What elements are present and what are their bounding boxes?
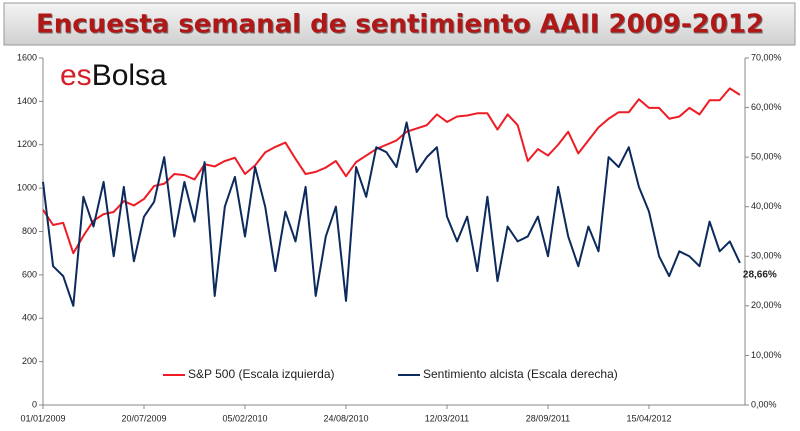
- y-tick-label: 400: [22, 313, 37, 323]
- y2-tick-label: 20,00%: [751, 300, 782, 310]
- y-tick-label: 1600: [17, 52, 37, 62]
- y-tick-label: 800: [22, 226, 37, 236]
- y-tick-label: 0: [32, 399, 37, 409]
- y-tick-label: 1000: [17, 183, 37, 193]
- logo: esBolsa: [60, 59, 167, 92]
- series-line: [42, 121, 741, 307]
- y2-tick-label: 40,00%: [751, 201, 782, 211]
- x-tick-label: 15/04/2012: [626, 413, 671, 423]
- x-tick-label: 12/03/2011: [425, 413, 469, 423]
- legend-label: S&P 500 (Escala izquierda): [188, 367, 335, 381]
- logo-prefix: es: [60, 59, 92, 92]
- y2-tick-label: 50,00%: [751, 152, 782, 162]
- legend-label: Sentimiento alcista (Escala derecha): [423, 367, 618, 381]
- chart-title: Encuesta semanal de sentimiento AAII 200…: [36, 10, 764, 40]
- y2-tick-label: 30,00%: [751, 251, 782, 261]
- y2-tick-label: 70,00%: [751, 52, 782, 62]
- x-tick-label: 05/02/2010: [222, 413, 267, 423]
- title-banner: [3, 2, 796, 46]
- y-tick-label: 1200: [17, 139, 37, 149]
- x-tick-label: 24/08/2010: [323, 413, 368, 423]
- y-tick-label: 200: [22, 356, 37, 366]
- y-tick-label: 1400: [17, 96, 37, 106]
- value-label: 28,66%: [743, 270, 777, 281]
- series-line: [42, 87, 741, 255]
- y-tick-label: 600: [22, 269, 37, 279]
- logo-name: Bolsa: [92, 59, 167, 92]
- x-tick-label: 28/09/2011: [526, 413, 570, 423]
- x-tick-label: 20/07/2009: [121, 413, 166, 423]
- x-tick-label: 01/01/2009: [20, 413, 65, 423]
- y2-tick-label: 0,00%: [751, 399, 777, 409]
- y2-tick-label: 10,00%: [751, 350, 782, 360]
- y2-tick-label: 60,00%: [751, 102, 782, 112]
